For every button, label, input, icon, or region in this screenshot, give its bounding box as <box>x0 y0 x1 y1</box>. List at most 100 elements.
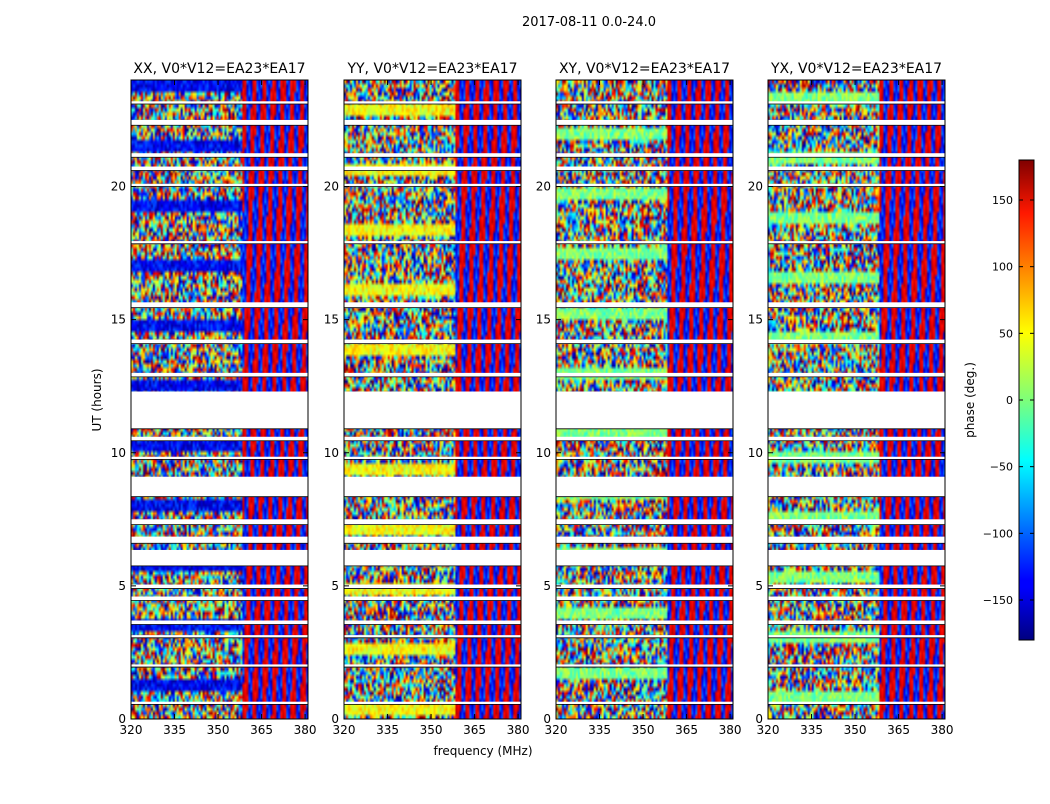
y-tick-label: 0 <box>118 712 126 726</box>
x-tick-label: 335 <box>588 723 611 737</box>
data-gap <box>768 153 945 158</box>
data-gap <box>131 339 308 344</box>
data-gap <box>131 153 308 158</box>
data-gap <box>344 536 521 544</box>
panel-frame <box>343 79 522 720</box>
data-gap <box>768 701 945 705</box>
data-gap <box>131 635 308 638</box>
data-gap <box>768 391 945 429</box>
colorbar-label: phase (deg.) <box>963 362 977 438</box>
data-gap <box>556 241 733 244</box>
y-tick-label: 5 <box>755 579 763 593</box>
data-gap <box>556 436 733 441</box>
y-tick-label: 15 <box>324 313 339 327</box>
data-gap <box>768 183 945 187</box>
colorbar-tick-label: 50 <box>999 327 1013 340</box>
colorbar-tick-label: 0 <box>1006 394 1013 407</box>
x-tick-label: 335 <box>376 723 399 737</box>
data-gap <box>131 456 308 460</box>
data-gap <box>768 339 945 344</box>
data-gap <box>768 302 945 308</box>
data-gap <box>768 596 945 601</box>
data-gap <box>556 596 733 601</box>
x-tick-label: 380 <box>931 723 954 737</box>
x-tick-label: 350 <box>420 723 443 737</box>
x-tick-label: 320 <box>545 723 568 737</box>
y-tick-label: 15 <box>748 313 763 327</box>
data-gap <box>556 620 733 625</box>
data-gap <box>344 620 521 625</box>
data-gap <box>344 372 521 377</box>
data-gap <box>768 664 945 668</box>
x-tick-label: 380 <box>507 723 530 737</box>
data-gap <box>131 476 308 497</box>
x-tick-label: 350 <box>844 723 867 737</box>
data-gap <box>556 519 733 525</box>
data-gap <box>556 166 733 171</box>
data-gap <box>556 183 733 187</box>
panel-title: XY, V0*V12=EA23*EA17 <box>559 61 730 77</box>
data-gap <box>344 302 521 308</box>
data-gap <box>768 549 945 566</box>
panel-frame <box>130 79 309 720</box>
data-gap <box>344 476 521 497</box>
data-gap <box>344 183 521 187</box>
data-gap <box>768 620 945 625</box>
data-gap <box>556 391 733 429</box>
colorbar-tick-label: −50 <box>990 461 1013 474</box>
data-gap <box>556 549 733 566</box>
data-gap <box>556 119 733 126</box>
data-gap <box>344 584 521 589</box>
data-gap <box>768 476 945 497</box>
data-gap <box>131 372 308 377</box>
colorbar: phase (deg.) −150 −100 −50 0 50 100 150 <box>963 159 1035 641</box>
x-tick-label: 320 <box>120 723 143 737</box>
panel-title: YY, V0*V12=EA23*EA17 <box>346 61 517 77</box>
data-gap <box>344 153 521 158</box>
data-gap <box>556 536 733 544</box>
data-gap <box>344 701 521 705</box>
panel-title: YX, V0*V12=EA23*EA17 <box>770 61 942 77</box>
data-gap <box>131 183 308 187</box>
data-gap <box>344 549 521 566</box>
data-gap <box>131 101 308 104</box>
data-gap <box>131 664 308 668</box>
x-tick-label: 380 <box>719 723 742 737</box>
y-tick-label: 0 <box>755 712 763 726</box>
data-gap <box>344 456 521 460</box>
data-gap <box>556 584 733 589</box>
data-gap <box>768 456 945 460</box>
y-tick-label: 15 <box>111 313 126 327</box>
data-gap <box>131 701 308 705</box>
data-gap <box>344 519 521 525</box>
data-gap <box>556 101 733 104</box>
data-gap <box>556 701 733 705</box>
x-tick-label: 320 <box>757 723 780 737</box>
data-gap <box>556 635 733 638</box>
data-gap <box>556 372 733 377</box>
data-gap <box>131 302 308 308</box>
y-tick-label: 20 <box>324 180 339 194</box>
y-tick-label: 10 <box>536 446 551 460</box>
data-gap <box>768 536 945 544</box>
data-gap <box>768 436 945 441</box>
data-gap <box>768 101 945 104</box>
data-gap <box>131 241 308 244</box>
data-gap <box>344 664 521 668</box>
data-gap <box>344 101 521 104</box>
data-gap <box>131 119 308 126</box>
data-gap <box>131 536 308 544</box>
data-gap <box>344 119 521 126</box>
colorbar-tick-label: 100 <box>992 261 1013 274</box>
x-tick-label: 335 <box>800 723 823 737</box>
data-gap <box>344 339 521 344</box>
panel-yy: YY, V0*V12=EA23*EA17 320 335 350 365 380 0 5 10 1… <box>324 61 530 737</box>
y-tick-label: 10 <box>111 446 126 460</box>
data-gap <box>131 519 308 525</box>
panels-group: XX, V0*V12=EA23*EA17 320 335 350 365 380 0 5 10 1… <box>111 61 954 737</box>
y-tick-label: 20 <box>748 180 763 194</box>
data-gap <box>131 596 308 601</box>
x-tick-label: 335 <box>163 723 186 737</box>
panel-yx: YX, V0*V12=EA23*EA17 320 335 350 365 380 0 5 10 1… <box>748 61 954 737</box>
